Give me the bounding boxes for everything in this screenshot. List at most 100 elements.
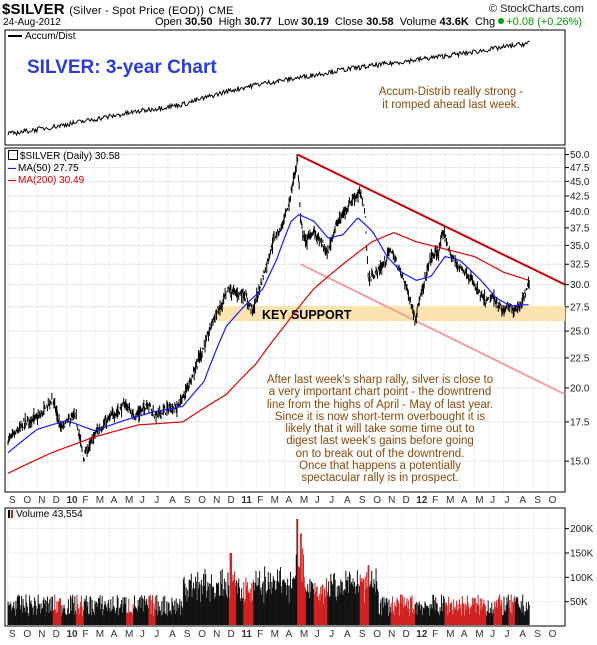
accum-layer xyxy=(7,40,530,137)
month-label-price: J xyxy=(490,495,495,506)
month-label-volume: D xyxy=(402,629,409,640)
month-label-volume: M xyxy=(125,629,133,640)
price-tick-label: 40.0 xyxy=(570,207,590,218)
month-label-volume: F xyxy=(432,629,438,640)
month-label-price: D xyxy=(402,495,409,506)
symbol-header: $SILVER (Silver - Spot Price (EOD)) CME xyxy=(2,1,234,18)
month-label-volume: S xyxy=(534,629,541,640)
month-label-volume: F xyxy=(82,629,88,640)
month-label-volume: D xyxy=(53,629,60,640)
price-tick: 22.5 xyxy=(565,353,590,364)
volume-legend-text: Volume 43,554 xyxy=(16,509,83,520)
month-label-price: 12 xyxy=(416,495,428,506)
month-label-volume: M xyxy=(446,629,454,640)
month-label-volume: S xyxy=(359,629,366,640)
price-tick: 47.5 xyxy=(565,163,590,174)
price-tick-label: 42.5 xyxy=(570,191,590,202)
downtrend-line xyxy=(297,153,566,286)
month-label-price: A xyxy=(111,495,118,506)
volume-legend: Volume 43,554 xyxy=(8,509,83,520)
month-label-price: F xyxy=(432,495,438,506)
price-tick: 35.0 xyxy=(565,241,590,252)
month-label-price: D xyxy=(53,495,60,506)
month-label-price: A xyxy=(169,495,176,506)
volume-tick-label: 100K xyxy=(570,573,594,584)
chart-title: SILVER: 3-year Chart xyxy=(27,57,217,78)
month-label-volume: M xyxy=(96,629,104,640)
month-label-price: S xyxy=(534,495,541,506)
price-tick-label: 17.5 xyxy=(570,417,590,428)
month-label-price: S xyxy=(184,495,191,506)
up-indicator-icon xyxy=(498,18,505,24)
price-tick-label: 15.0 xyxy=(570,457,590,468)
month-label-volume: O xyxy=(373,629,381,640)
symbol: $SILVER xyxy=(2,1,65,18)
lower-channel-line xyxy=(300,263,566,396)
month-label-volume: J xyxy=(315,629,320,640)
open-value: 30.50 xyxy=(184,16,213,28)
month-label-price: 10 xyxy=(66,495,78,506)
price-tick-label: 37.5 xyxy=(570,223,590,234)
month-label-volume: J xyxy=(490,629,495,640)
month-label-volume: J xyxy=(140,629,145,640)
month-label-volume: A xyxy=(111,629,118,640)
ma200-line xyxy=(7,232,529,474)
price-tick: 20.0 xyxy=(565,383,590,394)
month-label-price: J xyxy=(505,495,510,506)
high-value: 30.77 xyxy=(244,16,272,28)
month-label-volume: 10 xyxy=(66,629,78,640)
price-tick-label: 20.0 xyxy=(570,383,590,394)
price-tick-label: 30.0 xyxy=(570,280,590,291)
month-label-volume: J xyxy=(329,629,334,640)
price-legend-main: $SILVER (Daily) 30.58 xyxy=(20,151,120,162)
price-tick-label: 35.0 xyxy=(570,241,590,252)
commentary-annotation: After last week's sharp rally, silver is… xyxy=(234,374,526,485)
price-tick-label: 22.5 xyxy=(570,353,590,364)
month-label-price: 11 xyxy=(241,495,252,506)
month-label-price: O xyxy=(198,495,206,506)
month-label-price: M xyxy=(475,495,483,506)
ma50-legend-text: MA(50) 27.75 xyxy=(18,163,79,174)
month-label-price: J xyxy=(140,495,145,506)
month-label-price: A xyxy=(519,495,526,506)
price-tick: 30.0 xyxy=(565,280,590,291)
volume-value: 43.6K xyxy=(439,16,469,28)
month-label-volume: A xyxy=(169,629,176,640)
accum-annotation: Accum-Distrib really strong - it romped … xyxy=(358,86,544,112)
month-label-volume: M xyxy=(271,629,279,640)
chg-text: +0.08 (+0.26%) xyxy=(506,16,583,28)
key-support-label: KEY SUPPORT xyxy=(262,308,352,322)
close-value: 30.58 xyxy=(366,16,394,28)
support-layer xyxy=(215,305,565,322)
month-label-price: F xyxy=(257,495,263,506)
chg-value: +0.08 (+0.26%) xyxy=(498,16,582,28)
price-tick-label: 32.5 xyxy=(570,260,590,271)
commentary-line: digest last week's gains before going xyxy=(286,435,474,448)
price-legend: $SILVER (Daily) 30.58 MA(50) 27.75 MA(20… xyxy=(8,150,120,187)
month-label-price: S xyxy=(9,495,16,506)
month-label-price: N xyxy=(213,495,220,506)
price-tick-label: 50.0 xyxy=(570,150,590,161)
month-label-price: N xyxy=(38,495,45,506)
month-label-volume: M xyxy=(475,629,483,640)
month-label-volume: F xyxy=(257,629,263,640)
low-value: 30.19 xyxy=(301,16,329,28)
month-label-volume: S xyxy=(9,629,16,640)
month-label-volume: J xyxy=(505,629,510,640)
price-tick: 45.0 xyxy=(565,177,590,188)
month-label-price: O xyxy=(23,495,31,506)
accum-dist-line xyxy=(7,40,530,137)
commentary-line: a very important chart point - the downt… xyxy=(268,386,492,399)
price-tick-label: 45.0 xyxy=(570,177,590,188)
accum-legend: Accum/Dist xyxy=(8,31,76,42)
volume-tick: 100K xyxy=(565,573,594,584)
volume-tick-label: 150K xyxy=(570,548,594,559)
commentary-line: line from the highs of April - May of la… xyxy=(266,398,494,411)
accum-note-line-2: it romped ahead last week. xyxy=(382,99,520,111)
ohlc-stats: Open 30.50 High 30.77 Low 30.19 Close 30… xyxy=(155,16,582,28)
month-label-volume: D xyxy=(228,629,235,640)
accum-note-line-1: Accum-Distrib really strong - xyxy=(378,86,524,98)
exchange: CME xyxy=(208,5,234,17)
month-label-volume: J xyxy=(154,629,159,640)
ma50-legend-swatch xyxy=(8,167,16,169)
